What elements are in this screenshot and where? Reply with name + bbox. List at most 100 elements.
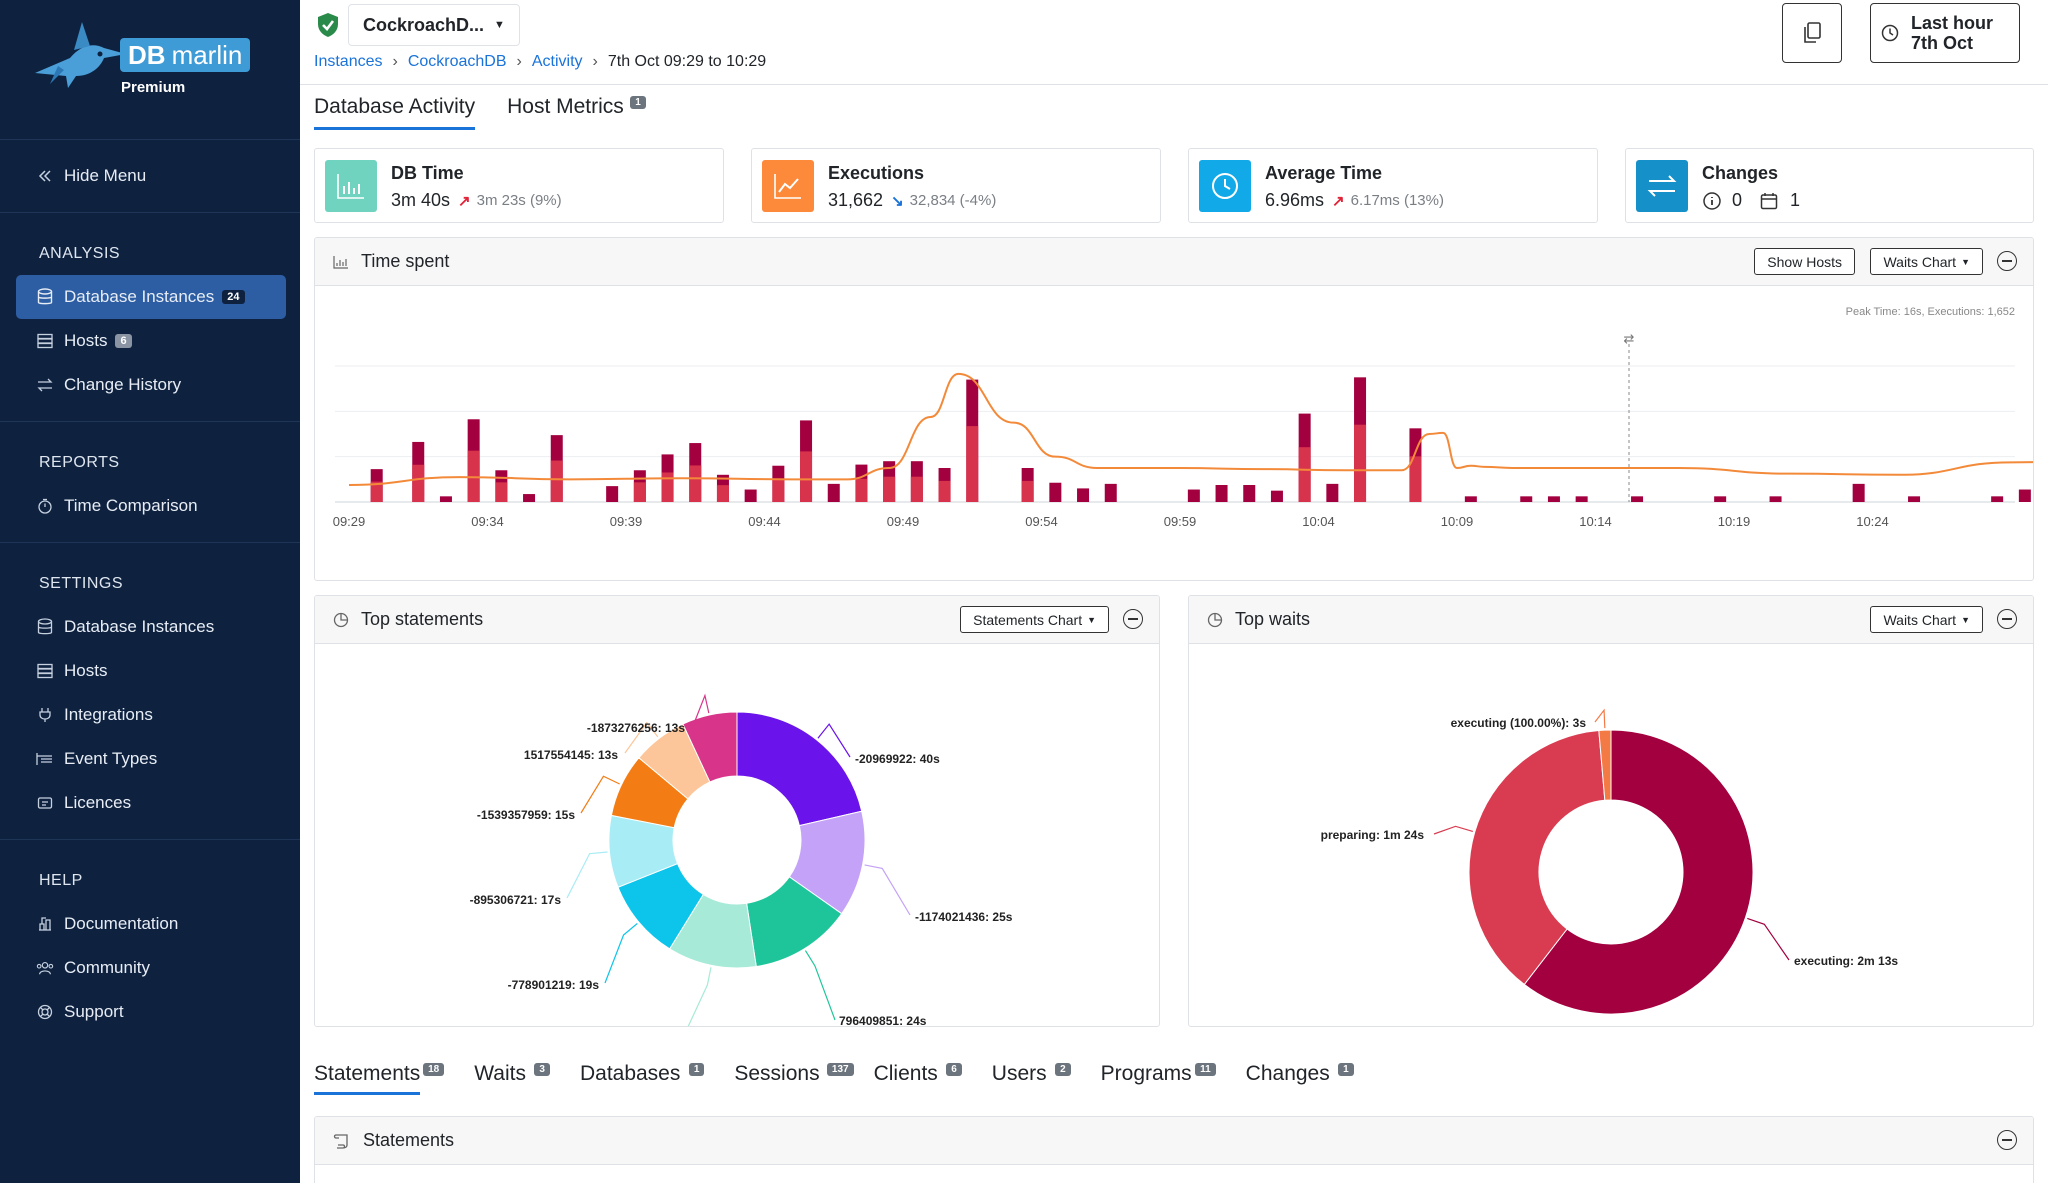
time-spent-bar[interactable] [744,489,757,502]
tab-programs[interactable]: Programs 11 [1101,1062,1216,1095]
sidebar-item-licences[interactable]: Licences [0,781,286,825]
slice-label: -895306721: 17s [470,893,562,907]
tab-statements[interactable]: Statements 18 [314,1062,445,1095]
time-spent-bar[interactable] [523,494,536,502]
sidebar-item-label: Database Instances [64,287,215,306]
time-spent-bar[interactable] [1769,496,1782,502]
bar-chart-icon [333,255,349,269]
collapse-panel-button[interactable] [1997,1130,2017,1150]
metric-compare-value: 6.17ms (13%) [1350,192,1444,209]
tab-changes[interactable]: Changes 1 [1246,1062,1354,1095]
time-spent-bar[interactable] [1547,496,1560,502]
donut-slice[interactable] [736,711,863,827]
panel-title: Statements [363,1130,455,1150]
copy-link-button[interactable] [1782,3,1842,63]
tab-clients[interactable]: Clients 6 [873,1062,962,1095]
statements-chart-dropdown[interactable]: Statements Chart ▼ [960,606,1109,633]
caret-down-icon: ▼ [1087,614,1096,625]
hide-menu-button[interactable]: Hide Menu [0,154,286,198]
time-spent-bar[interactable] [827,483,840,502]
panel-title: Time spent [361,251,450,271]
show-hosts-button[interactable]: Show Hosts [1754,248,1855,275]
time-spent-bar[interactable] [1520,496,1533,502]
label-leader-line [692,693,710,727]
metric-title: DB Time [391,163,464,183]
time-spent-bar[interactable] [1991,496,2004,502]
tab-sessions[interactable]: Sessions 137 [734,1062,854,1095]
tab-label: Waits [474,1062,526,1085]
tab-host-metrics[interactable]: Host Metrics 1 [507,95,646,130]
time-spent-bar[interactable] [1187,489,1200,502]
tab-label: Databases [579,1062,681,1085]
time-range-button[interactable]: Last hour 7th Oct [1870,3,2020,63]
label-leader-line [864,864,911,916]
time-spent-bar[interactable] [1631,496,1644,502]
sidebar-item-database-instances[interactable]: Database Instances 24 [16,275,286,319]
time-spent-bar[interactable] [1077,488,1090,502]
time-spent-bar[interactable] [439,496,452,502]
sidebar-item-settings-database-instances[interactable]: Database Instances [0,605,286,649]
time-spent-bar[interactable] [1852,483,1865,502]
sidebar-item-label: Integrations [64,705,153,724]
waits-chart-dropdown[interactable]: Waits Chart ▼ [1870,606,1983,633]
time-spent-bar[interactable] [1243,485,1256,502]
tab-label: Database Activity [314,95,476,118]
help-heading: HELP [39,872,83,889]
waits-chart-dropdown[interactable]: Waits Chart ▼ [1870,248,1983,275]
plug-icon [36,706,54,724]
metric-compare-value: 3m 23s (9%) [476,192,562,209]
tab-badge: 11 [1195,1063,1216,1076]
sidebar-item-event-types[interactable]: Event Types [0,737,286,781]
time-spent-bar[interactable] [1908,496,1921,502]
tab-users[interactable]: Users 2 [992,1062,1071,1095]
time-spent-bar[interactable] [1326,483,1339,502]
label-leader-line [1433,825,1474,835]
donut-slice[interactable] [1523,729,1754,1015]
page-tabs: Database Activity Host Metrics 1 [314,95,646,130]
collapse-panel-button[interactable] [1123,609,1143,629]
executions-card: Executions 31,662 ↘ 32,834 (-4%) [751,148,1161,223]
sidebar-item-time-comparison[interactable]: Time Comparison [0,484,286,528]
breadcrumb-instances[interactable]: Instances [314,53,383,70]
time-spent-bar[interactable] [1104,483,1117,502]
tab-database-activity[interactable]: Database Activity [314,95,476,130]
time-spent-bar[interactable] [2018,489,2031,502]
sidebar-item-change-history[interactable]: Change History [0,363,286,407]
instance-selector[interactable]: CockroachD... ▼ [348,4,520,46]
breadcrumb-cockroachdb[interactable]: CockroachDB [407,53,507,70]
settings-heading: SETTINGS [39,575,124,592]
sidebar-item-settings-hosts[interactable]: Hosts [0,649,286,693]
breadcrumb-activity[interactable]: Activity [531,53,583,70]
tab-databases[interactable]: Databases 1 [579,1062,705,1095]
time-spent-bar[interactable] [1575,496,1588,502]
pie-chart-icon [333,612,349,628]
sidebar-item-hosts[interactable]: Hosts 6 [0,319,286,363]
time-spent-bar[interactable] [1270,490,1283,502]
tab-label: Clients [873,1062,938,1085]
caret-down-icon: ▼ [1961,614,1970,625]
tab-waits[interactable]: Waits 3 [474,1062,550,1095]
slice-label: -20969922: 40s [855,752,940,766]
donut-slice[interactable] [682,711,738,783]
sidebar-item-integrations[interactable]: Integrations [0,693,286,737]
donut-slice[interactable] [1468,729,1606,986]
server-icon [36,332,54,350]
time-spent-bar[interactable] [1215,485,1228,502]
time-spent-bar[interactable] [1464,496,1477,502]
sidebar-item-label: Change History [64,375,182,394]
time-spent-bar-segment [1298,447,1311,502]
metric-title: Executions [828,163,925,183]
donut-slice[interactable] [1598,729,1612,801]
slice-label: executing: 2m 13s [1794,954,1898,968]
sidebar-item-community[interactable]: Community [0,946,286,990]
time-spent-bar[interactable] [1049,482,1062,502]
collapse-panel-button[interactable] [1997,251,2017,271]
sidebar-item-documentation[interactable]: Documentation [0,902,286,946]
collapse-panel-button[interactable] [1997,609,2017,629]
time-spent-bar[interactable] [1714,496,1727,502]
button-label: Waits Chart [1883,253,1957,270]
time-spent-bar[interactable] [606,486,619,502]
sidebar-item-support[interactable]: Support [0,990,286,1034]
changes-card[interactable]: Changes 0 1 [1625,148,2034,223]
